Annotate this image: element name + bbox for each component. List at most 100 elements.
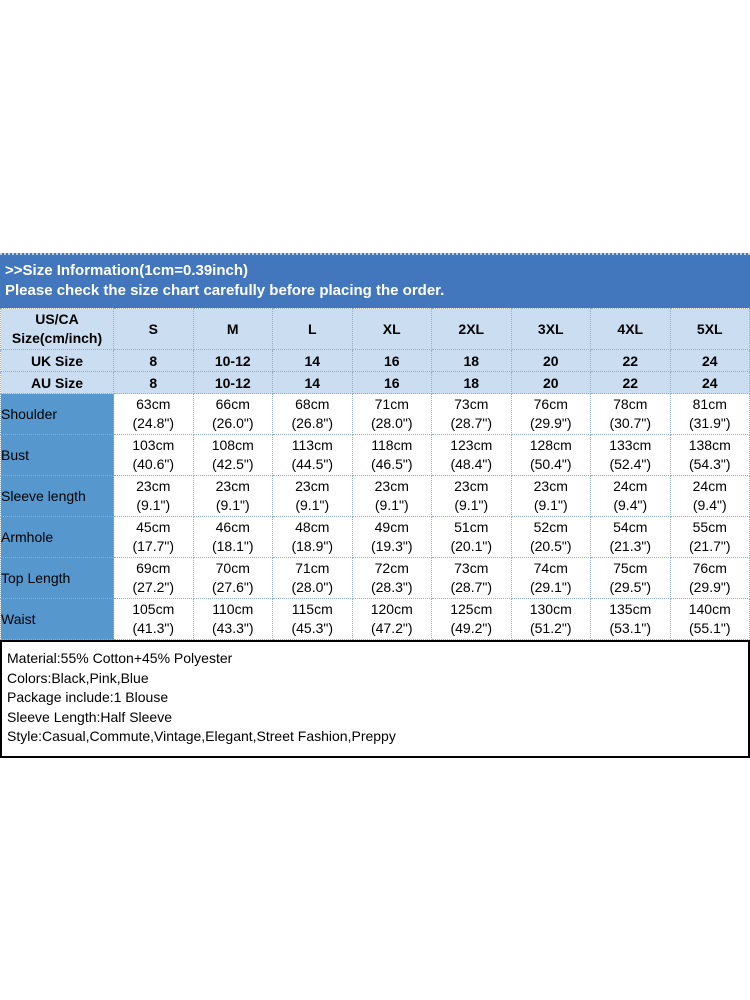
au-size-value: 14 [272,371,353,394]
measurement-cell: 23cm (9.1") [113,475,194,517]
measurement-cell: 24cm (9.4") [590,475,671,517]
measurement-label-waist: Waist [0,598,114,640]
uk-size-value: 16 [351,349,432,372]
measurement-cell: 66cm (26.0") [192,393,273,435]
size-header-2xl: 2XL [431,308,512,350]
measurement-cell: 55cm (21.7") [669,516,750,558]
measurement-cell: 108cm (42.5") [192,434,273,476]
measurement-cell: 135cm (53.1") [590,598,671,640]
measurement-cell: 81cm (31.9") [669,393,750,435]
measurement-row-bust: Bust 103cm (40.6") 108cm (42.5") 113cm (… [0,434,750,476]
measurement-label-top-length: Top Length [0,557,114,599]
au-size-value: 8 [113,371,194,394]
measurement-cell: 118cm (46.5") [351,434,432,476]
measurement-cell: 23cm (9.1") [351,475,432,517]
size-header-row: US/CA Size(cm/inch) S M L XL 2XL 3XL 4XL… [0,308,750,350]
measurement-cell: 113cm (44.5") [272,434,353,476]
measurement-label-bust: Bust [0,434,114,476]
uk-size-value: 8 [113,349,194,372]
measurement-cell: 78cm (30.7") [590,393,671,435]
measurement-cell: 69cm (27.2") [113,557,194,599]
detail-line-material: Material:55% Cotton+45% Polyester [7,650,233,666]
size-header-4xl: 4XL [590,308,671,350]
measurement-cell: 23cm (9.1") [431,475,512,517]
measurement-cell: 73cm (28.7") [431,557,512,599]
measurement-label-sleeve-length: Sleeve length [0,475,114,517]
detail-line-colors: Colors:Black,Pink,Blue [7,669,149,686]
measurement-cell: 45cm (17.7") [113,516,194,558]
au-size-value: 16 [351,371,432,394]
measurement-cell: 110cm (43.3") [192,598,273,640]
measurement-cell: 115cm (45.3") [272,598,353,640]
size-header-s: S [113,308,194,350]
product-details-box: Material:55% Cotton+45% Polyester Colors… [0,640,750,758]
size-header-m: M [192,308,273,350]
measurement-cell: 71cm (28.0") [272,557,353,599]
size-info-banner: >>Size Information(1cm=0.39inch) Please … [0,253,750,308]
uk-size-value: 14 [272,349,353,372]
au-size-value: 10-12 [192,371,273,394]
au-size-row: AU Size 8 10-12 14 16 18 20 22 24 [0,371,750,394]
measurement-row-armhole: Armhole 45cm (17.7") 46cm (18.1") 48cm (… [0,516,750,558]
measurement-cell: 133cm (52.4") [590,434,671,476]
measurement-cell: 74cm (29.1") [510,557,591,599]
measurement-row-shoulder: Shoulder 63cm (24.8") 66cm (26.0") 68cm … [0,393,750,435]
measurement-cell: 105cm (41.3") [113,598,194,640]
measurement-cell: 23cm (9.1") [192,475,273,517]
size-header-3xl: 3XL [510,308,591,350]
au-size-value: 20 [510,371,591,394]
measurement-label-armhole: Armhole [0,516,114,558]
uk-size-value: 18 [431,349,512,372]
size-info-subtitle: Please check the size chart carefully be… [5,282,445,299]
measurement-cell: 76cm (29.9") [510,393,591,435]
uk-size-value: 20 [510,349,591,372]
size-info-title: >>Size Information(1cm=0.39inch) [5,262,248,279]
au-size-value: 22 [590,371,671,394]
size-header-5xl: 5XL [669,308,750,350]
detail-line-sleeve-length: Sleeve Length:Half Sleeve [7,708,172,725]
detail-line-style: Style:Casual,Commute,Vintage,Elegant,Str… [7,728,396,744]
size-header-xl: XL [351,308,432,350]
measurement-cell: 23cm (9.1") [510,475,591,517]
measurement-cell: 63cm (24.8") [113,393,194,435]
measurement-cell: 103cm (40.6") [113,434,194,476]
measurement-row-sleeve-length: Sleeve length 23cm (9.1") 23cm (9.1") 23… [0,475,750,517]
measurement-cell: 46cm (18.1") [192,516,273,558]
uk-size-value: 24 [669,349,750,372]
measurement-cell: 123cm (48.4") [431,434,512,476]
measurement-cell: 130cm (51.2") [510,598,591,640]
measurement-cell: 70cm (27.6") [192,557,273,599]
measurement-cell: 120cm (47.2") [351,598,432,640]
measurement-cell: 68cm (26.8") [272,393,353,435]
au-size-value: 18 [431,371,512,394]
measurement-cell: 52cm (20.5") [510,516,591,558]
measurement-cell: 24cm (9.4") [669,475,750,517]
size-chart-table: US/CA Size(cm/inch) S M L XL 2XL 3XL 4XL… [0,308,750,640]
measurement-cell: 49cm (19.3") [351,516,432,558]
detail-line-package: Package include:1 Blouse [7,689,169,705]
measurement-cell: 72cm (28.3") [351,557,432,599]
size-header-l: L [272,308,353,350]
size-info-content: >>Size Information(1cm=0.39inch) Please … [0,253,750,758]
measurement-cell: 71cm (28.0") [351,393,432,435]
au-size-label: AU Size [0,371,114,394]
measurement-cell: 48cm (18.9") [272,516,353,558]
measurement-cell: 76cm (29.9") [669,557,750,599]
measurement-label-shoulder: Shoulder [0,393,114,435]
uk-size-value: 10-12 [192,349,273,372]
measurement-row-waist: Waist 105cm (41.3") 110cm (43.3") 115cm … [0,598,750,640]
measurement-cell: 54cm (21.3") [590,516,671,558]
uk-size-label: UK Size [0,349,114,372]
measurement-cell: 75cm (29.5") [590,557,671,599]
au-size-value: 24 [669,371,750,394]
corner-header-usca-size: US/CA Size(cm/inch) [0,308,114,350]
measurement-row-top-length: Top Length 69cm (27.2") 70cm (27.6") 71c… [0,557,750,599]
measurement-cell: 23cm (9.1") [272,475,353,517]
measurement-cell: 128cm (50.4") [510,434,591,476]
measurement-cell: 138cm (54.3") [669,434,750,476]
measurement-cell: 125cm (49.2") [431,598,512,640]
measurement-cell: 73cm (28.7") [431,393,512,435]
measurement-cell: 140cm (55.1") [669,598,750,640]
measurement-cell: 51cm (20.1") [431,516,512,558]
